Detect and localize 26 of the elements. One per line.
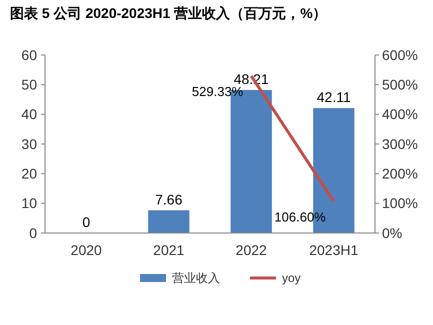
data-label: 529.33% [192, 84, 244, 99]
y-tick-label: 60 [21, 46, 38, 63]
y2-tick-label: 100% [382, 195, 418, 212]
y2-tick-label: 300% [382, 136, 418, 152]
y-tick-label: 10 [21, 195, 38, 212]
data-label: 42.11 [316, 89, 351, 106]
x-tick-label: 2023H1 [309, 242, 358, 258]
legend-label: yoy [282, 271, 301, 286]
y-tick-label: 0 [29, 224, 38, 241]
x-tick-label: 2021 [153, 242, 185, 258]
chart-title: 图表 5 公司 2020-2023H1 营业收入（百万元，%） [10, 5, 327, 21]
y2-tick-label: 400% [382, 106, 418, 122]
y2-tick-label: 200% [382, 166, 418, 182]
x-tick-label: 2020 [70, 242, 102, 258]
data-label: 7.66 [155, 191, 183, 208]
y-tick-label: 40 [21, 106, 38, 122]
y-tick-label: 20 [21, 166, 38, 182]
x-tick-label: 2022 [236, 242, 268, 258]
bar [148, 210, 190, 233]
y-tick-label: 50 [21, 76, 38, 93]
y2-tick-label: 0% [382, 224, 402, 241]
data-label: 0 [82, 214, 90, 230]
y-tick-label: 30 [21, 136, 38, 152]
y2-tick-label: 500% [382, 76, 418, 93]
y2-tick-label: 600% [382, 46, 418, 63]
legend-label: 营业收入 [172, 271, 220, 286]
